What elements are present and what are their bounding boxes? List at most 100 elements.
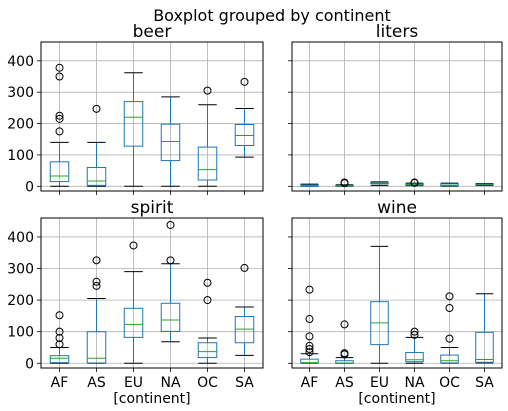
box-wine-SA: [475, 293, 494, 364]
y-tick-label: 300: [7, 85, 34, 101]
outlier-point: [166, 220, 175, 229]
outlier-point: [445, 334, 454, 343]
outlier-point: [305, 345, 314, 354]
plot-frame: [291, 217, 503, 369]
box-beer-AF: [49, 63, 70, 187]
subplot-title-beer: beer: [133, 22, 172, 42]
outlier-point: [92, 281, 101, 290]
outlier-point: [203, 296, 212, 305]
outlier-point: [305, 332, 314, 341]
box-wine-AS: [335, 320, 354, 364]
outlier-point: [55, 63, 64, 72]
outlier-point: [340, 178, 349, 187]
plot-frame: [291, 41, 503, 192]
x-tick-label-OC: OC: [197, 375, 218, 391]
box-liters-AS: [335, 178, 354, 188]
box-iqr: [86, 166, 107, 186]
outlier-point: [55, 114, 64, 123]
y-tick-label: 300: [7, 262, 34, 278]
outlier-point: [55, 111, 64, 120]
box-spirit-NA: [160, 220, 181, 343]
x-tick-label-NA: NA: [404, 375, 424, 391]
outlier-point: [410, 327, 419, 336]
box-spirit-EU: [123, 241, 144, 364]
outlier-point: [340, 320, 349, 329]
box-liters-AF: [300, 183, 319, 187]
plot-frame: [40, 217, 264, 369]
outlier-point: [92, 104, 101, 113]
y-tick-label: 400: [7, 230, 34, 246]
plot-area: [292, 42, 502, 191]
box-spirit-SA: [234, 263, 255, 356]
x-tick-label-AF: AF: [301, 375, 319, 391]
x-tick-label-NA: NA: [160, 375, 180, 391]
plot-area: [41, 42, 263, 191]
box-liters-EU: [370, 181, 389, 186]
outlier-point: [410, 330, 419, 339]
subplot-title-wine: wine: [377, 198, 417, 218]
x-tick-label-AF: AF: [51, 375, 69, 391]
y-tick-label: 200: [7, 117, 34, 133]
box-beer-EU: [123, 72, 144, 187]
outlier-point: [240, 77, 249, 86]
x-tick-label-AS: AS: [87, 375, 106, 391]
box-liters-NA: [405, 178, 424, 187]
box-liters-OC: [440, 182, 459, 187]
box-iqr: [123, 307, 144, 338]
x-tick-label-EU: EU: [124, 375, 143, 391]
box-beer-SA: [234, 77, 255, 158]
figure-title: Boxplot grouped by continent: [153, 6, 391, 25]
outlier-point: [55, 327, 64, 336]
box-iqr: [123, 101, 144, 147]
outlier-point: [92, 256, 101, 265]
outlier-point: [55, 311, 64, 320]
outlier-point: [55, 72, 64, 81]
box-iqr: [440, 354, 459, 364]
outlier-point: [55, 127, 64, 136]
y-tick-label: 0: [25, 356, 34, 372]
plot-area: [292, 218, 502, 368]
outlier-point: [305, 315, 314, 324]
x-tick-label-SA: SA: [235, 375, 254, 391]
box-wine-AF: [300, 285, 319, 364]
x-axis-label: [continent]: [358, 391, 435, 407]
box-beer-OC: [197, 86, 218, 187]
outlier-point: [203, 86, 212, 95]
box-wine-OC: [440, 292, 459, 364]
outlier-point: [55, 334, 64, 342]
box-iqr: [475, 331, 494, 363]
outlier-point: [305, 341, 314, 350]
subplot-beer: 0 100 200 300 400 beer: [7, 22, 264, 195]
outlier-point: [305, 348, 314, 357]
plot-frame: [40, 41, 264, 192]
plot-area: [41, 218, 263, 368]
box-beer-AS: [86, 104, 107, 187]
outlier-point: [340, 349, 349, 358]
box-spirit-OC: [197, 278, 218, 364]
subplot-title-liters: liters: [376, 22, 419, 42]
y-tick-label: 100: [7, 148, 34, 164]
outlier-point: [305, 285, 314, 294]
subplot-panels: 0 100 200 300 400 beer liters 0 100 200 300 400 AF AS…: [7, 22, 503, 407]
outlier-point: [445, 292, 454, 301]
y-tick-label: 0: [25, 179, 34, 195]
y-tick-label: 200: [7, 293, 34, 309]
box-iqr: [86, 331, 107, 364]
x-tick-label-EU: EU: [370, 375, 389, 391]
subplot-liters: liters: [288, 22, 503, 195]
outlier-point: [129, 241, 138, 250]
subplot-wine: AF AS EU NA OC SA wine [continent]: [288, 198, 503, 407]
outlier-point: [445, 304, 454, 312]
outlier-point: [240, 263, 249, 272]
box-wine-NA: [405, 327, 424, 364]
outlier-point: [92, 277, 101, 286]
box-iqr: [49, 161, 70, 183]
outlier-point: [410, 178, 419, 187]
outlier-point: [203, 278, 212, 287]
y-tick-label: 400: [7, 54, 34, 70]
outlier-point: [166, 256, 175, 265]
box-iqr: [160, 302, 181, 332]
box-iqr: [160, 123, 181, 162]
subplot-spirit: 0 100 200 300 400 AF AS EU NA OC SA spirit [continen…: [7, 198, 264, 407]
